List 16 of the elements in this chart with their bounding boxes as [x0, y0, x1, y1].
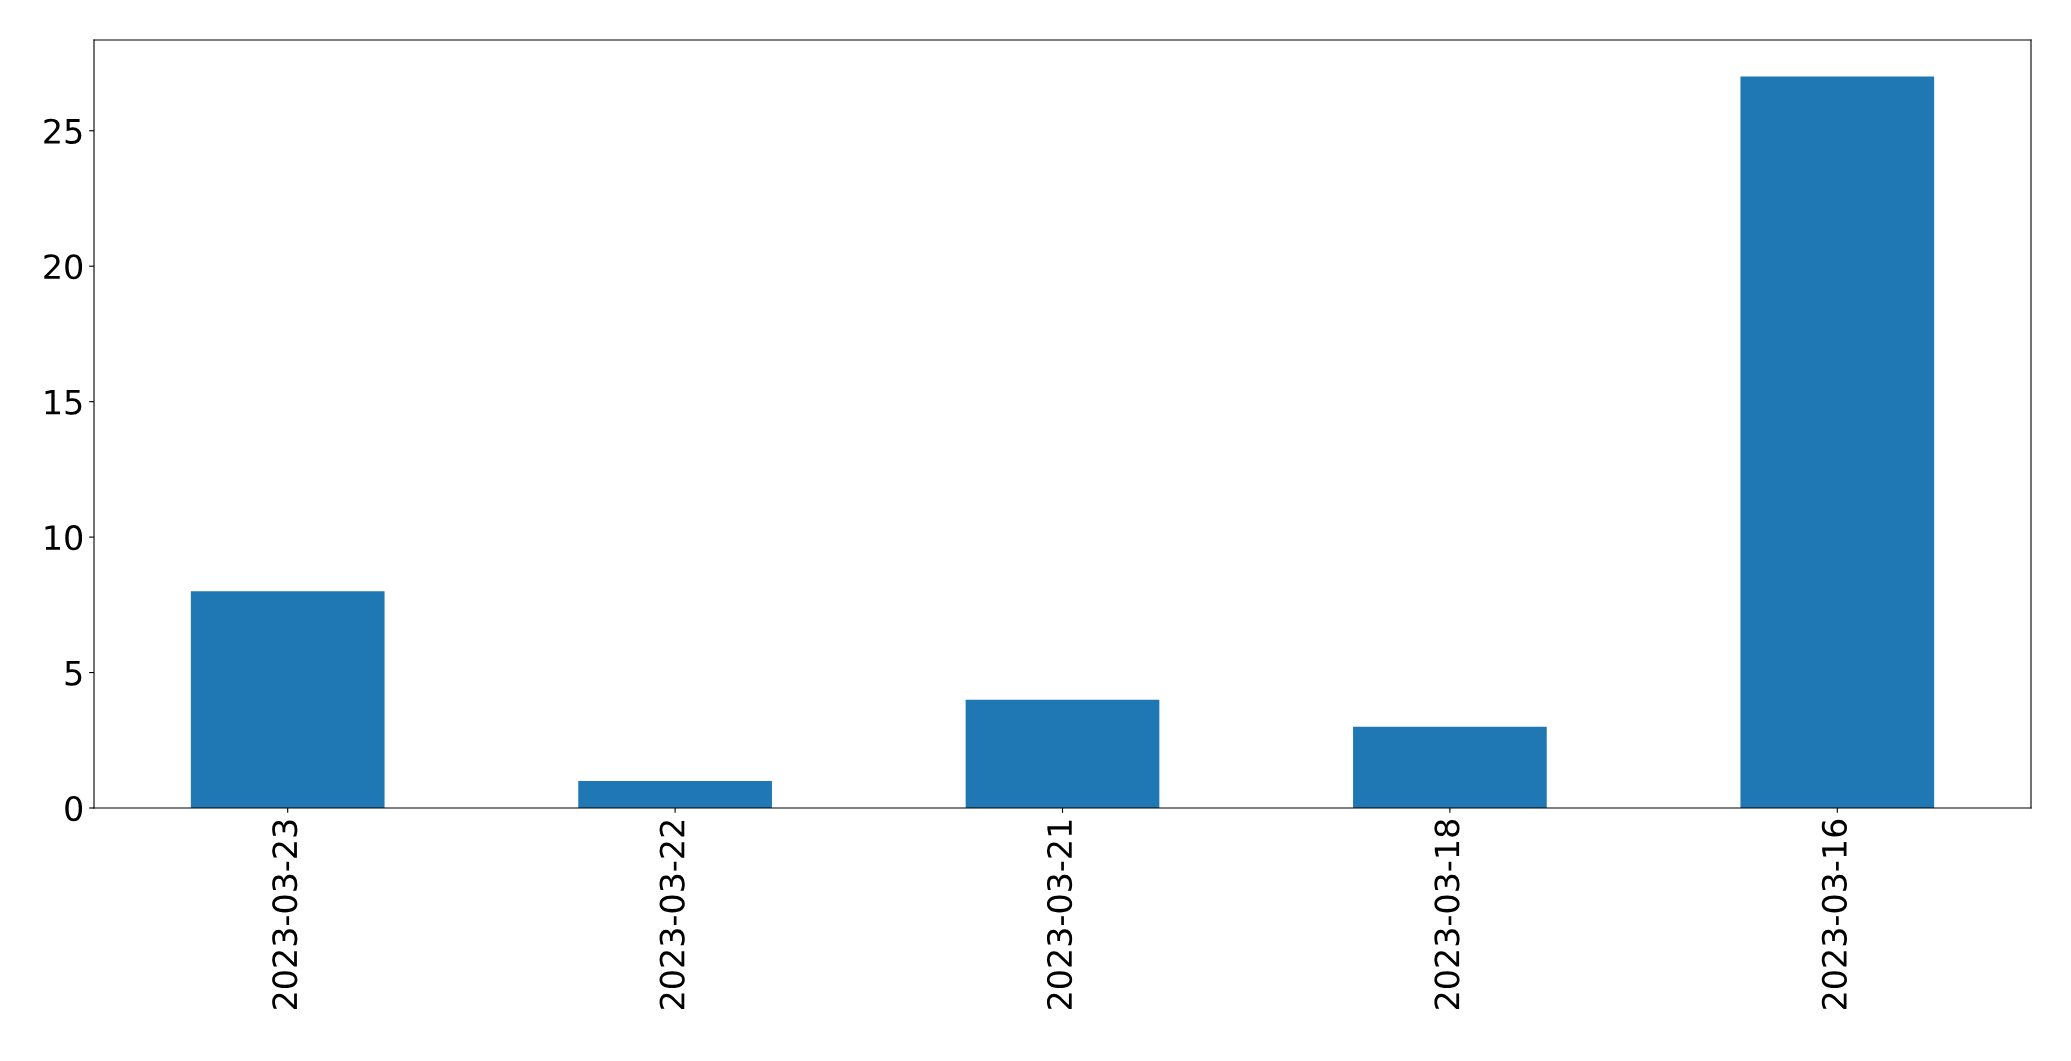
- x-tick-label: 2023-03-16: [1821, 819, 1847, 1009]
- x-tick-label: 2023-03-23: [272, 820, 298, 1009]
- bar: [578, 780, 772, 808]
- y-tick-label: 20: [44, 254, 83, 280]
- x-tick-label: 2023-03-21: [1046, 820, 1073, 1009]
- x-tick-label: 2023-03-18: [1434, 820, 1460, 1009]
- y-tick-label: 5: [65, 660, 82, 686]
- x-tick-label: 2023-03-22: [659, 821, 685, 1009]
- bar: [190, 591, 385, 808]
- y-tick-label: 25: [44, 118, 82, 144]
- bar: [965, 699, 1160, 808]
- y-tick-label: 10: [45, 525, 83, 551]
- y-tick-label: 15: [45, 390, 82, 415]
- bar: [1353, 726, 1547, 808]
- bar: [1740, 76, 1935, 808]
- y-tick-label: 0: [65, 795, 83, 822]
